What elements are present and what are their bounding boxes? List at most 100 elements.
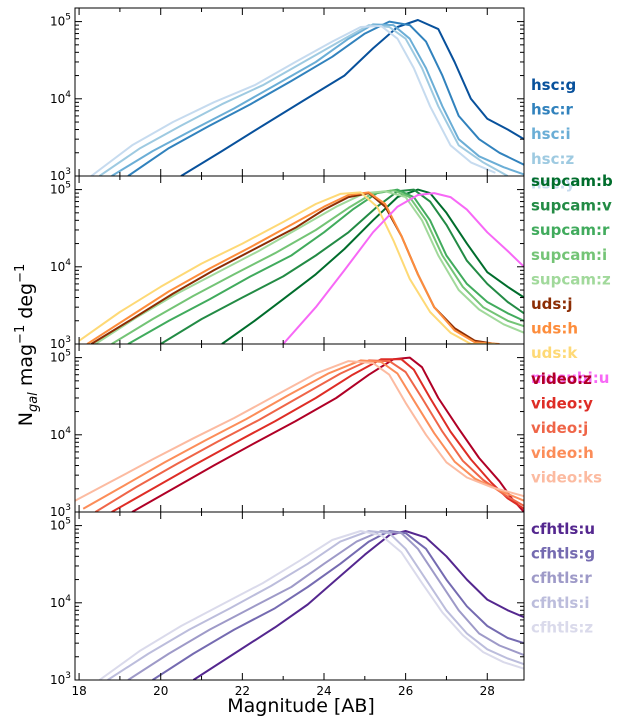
legend-entry-cfhtls-u: cfhtls:u: [531, 520, 595, 538]
legend-entry-hsc-z: hsc:z: [531, 150, 574, 168]
y-tick-base: 10: [50, 92, 65, 106]
x-axis-ticks: 18 20 22 24 26 28: [71, 684, 494, 698]
y-tick-label: 103: [50, 167, 71, 183]
panel-series: [75, 356, 524, 512]
legend-entry-supcam-r: supcam:r: [531, 221, 610, 239]
legend-entry-hsc-y: hsc:y: [531, 174, 575, 192]
y-tick-base: 10: [50, 673, 65, 687]
legend-entry-video-z: video:z: [531, 370, 592, 388]
y-tick-label: 104: [50, 90, 71, 106]
y-tick-exponent: 4: [65, 258, 71, 268]
legend-entry-cfhtls-r: cfhtls:r: [531, 569, 592, 587]
y-axis-title-main: N: [15, 412, 37, 426]
y-tick-exponent: 5: [65, 13, 71, 23]
series-line-cfhtls-z: [98, 530, 524, 680]
x-axis-title: Magnitude [AB]: [227, 695, 375, 717]
panel-frame: [74, 343, 525, 513]
y-tick-exponent: 4: [65, 426, 71, 436]
legend-entry-cfhtls-i: cfhtls:i: [531, 594, 589, 612]
legend-entry-supcam-v: supcam:v: [531, 197, 612, 215]
x-tick-label: 26: [398, 684, 413, 698]
y-axis-title-subscript: gal: [26, 392, 41, 412]
legend-entry-hsc-g: hsc:g: [531, 76, 576, 94]
y-tick-base: 10: [50, 169, 65, 183]
series-line-video-y: [111, 358, 524, 512]
series-line-hsc-y: [90, 24, 496, 176]
y-tick-base: 10: [50, 183, 65, 197]
x-tick-label: 24: [316, 684, 331, 698]
y-axis-title-exponent-1: −1: [13, 325, 28, 344]
y-axis-title-exponent-2: −1: [13, 264, 28, 283]
legend-entry-cfhtls-z: cfhtls:z: [531, 618, 593, 636]
panel-frame: [74, 511, 525, 681]
legend-entry-musubi-u: musubi:u: [531, 369, 609, 387]
legend-entry-hsc-r: hsc:r: [531, 101, 573, 119]
y-tick-label: 105: [50, 517, 71, 533]
series-line-cfhtls-i: [107, 530, 524, 680]
y-tick-base: 10: [50, 260, 65, 274]
y-tick-base: 10: [50, 351, 65, 365]
legend-entry-video-ks: video:ks: [531, 468, 602, 486]
y-tick-label: 103: [50, 671, 71, 687]
x-tick-label: 18: [71, 684, 86, 698]
series-line-video-h: [82, 359, 524, 510]
series-line-video-j: [94, 359, 524, 512]
y-tick-exponent: 5: [65, 349, 71, 359]
y-tick-label: 103: [50, 503, 71, 519]
panel-series: [78, 188, 524, 344]
legend-entry-uds-k: uds:k: [531, 344, 578, 362]
y-tick-exponent: 4: [65, 90, 71, 100]
y-tick-exponent: 3: [65, 503, 71, 513]
y-axis-title: Ngal mag−1 deg−1: [13, 264, 41, 427]
x-tick-label: 28: [480, 684, 495, 698]
y-tick-base: 10: [50, 428, 65, 442]
y-axis-title-mag: mag: [15, 344, 37, 392]
series-line-hsc-z: [98, 24, 509, 176]
y-tick-label: 104: [50, 594, 71, 610]
x-tick-label: 20: [153, 684, 168, 698]
y-tick-exponent: 3: [65, 671, 71, 681]
y-tick-base: 10: [50, 15, 65, 29]
y-tick-base: 10: [50, 596, 65, 610]
series-line-cfhtls-r: [127, 530, 524, 680]
legend-entry-hsc-i: hsc:i: [531, 125, 571, 143]
legend-entry-cfhtls-g: cfhtls:g: [531, 545, 595, 563]
y-tick-base: 10: [50, 505, 65, 519]
y-tick-exponent: 5: [65, 517, 71, 527]
legend-entry-supcam-i: supcam:i: [531, 246, 607, 264]
series-line-uds-h: [86, 191, 500, 344]
y-tick-exponent: 4: [65, 594, 71, 604]
series-line-hsc-r: [127, 20, 524, 176]
y-tick-label: 105: [50, 13, 71, 29]
legend-entry-video-y: video:y: [531, 395, 593, 413]
series-line-cfhtls-u: [192, 530, 524, 680]
legend-entry-uds-h: uds:h: [531, 320, 578, 338]
y-tick-exponent: 3: [65, 167, 71, 177]
panel-series: [90, 19, 524, 176]
series-line-hsc-g: [180, 19, 524, 176]
legend-entry-uds-j: uds:j: [531, 295, 572, 313]
series-line-musubi-u: [282, 192, 524, 344]
panel-series: [98, 530, 524, 680]
series-line-video-ks: [75, 360, 524, 502]
series-line-uds-k: [78, 191, 496, 344]
y-tick-label: 103: [50, 335, 71, 351]
y-tick-label: 105: [50, 181, 71, 197]
y-tick-label: 105: [50, 349, 71, 365]
y-tick-label: 104: [50, 258, 71, 274]
series-line-hsc-i: [111, 23, 524, 176]
legend-entry-supcam-b: supcam:b: [531, 172, 613, 190]
legend-entry-supcam-z: supcam:z: [531, 270, 611, 288]
y-axis-title-deg: deg: [15, 283, 37, 325]
legend-entry-video-h: video:h: [531, 444, 594, 462]
x-tick-label: 22: [235, 684, 250, 698]
y-tick-label: 104: [50, 426, 71, 442]
legend-entry-video-j: video:j: [531, 419, 588, 437]
